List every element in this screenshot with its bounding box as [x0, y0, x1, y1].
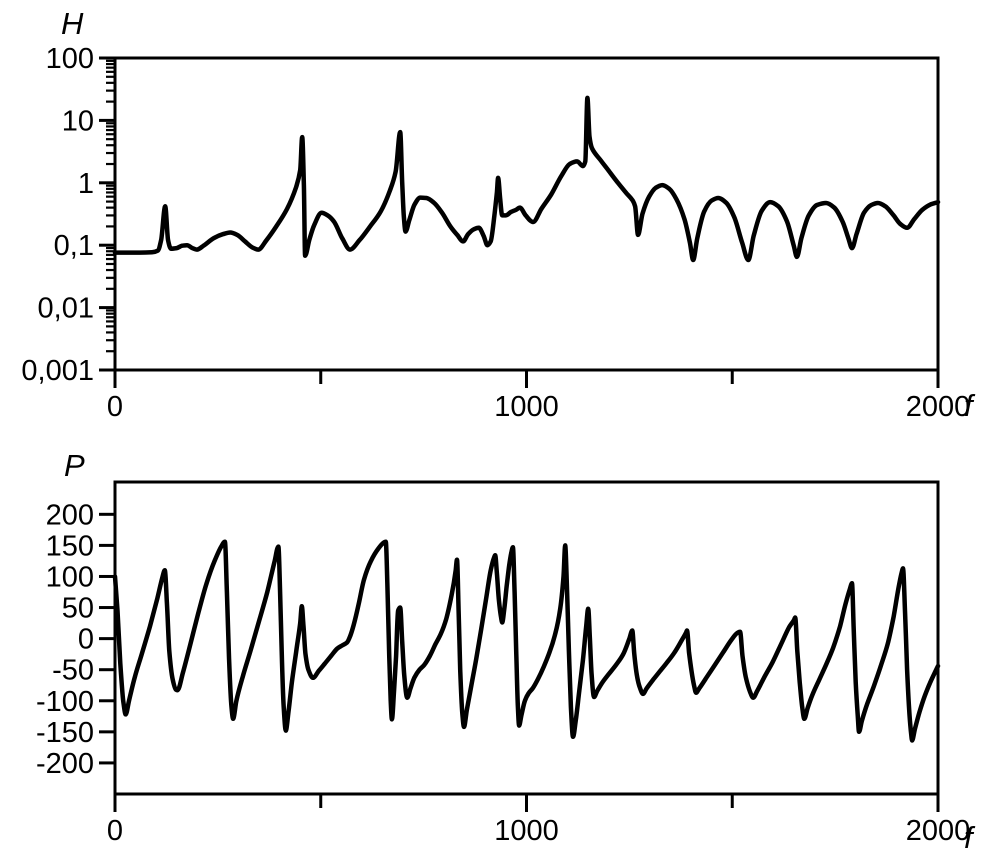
x-tick-label: 1000: [494, 391, 559, 423]
y-tick-label: -200: [36, 748, 94, 780]
f-axis-label-bottom: f: [964, 820, 973, 855]
y-tick-label: 200: [46, 499, 94, 531]
y-tick-label: 0: [78, 624, 94, 656]
y-tick-label: 1: [78, 168, 94, 200]
y-tick-label: -150: [36, 717, 94, 749]
x-tick-label: 1000: [494, 815, 559, 847]
y-tick-label: -50: [52, 655, 94, 687]
y-tick-label: -100: [36, 686, 94, 718]
h-axis-title: H: [61, 6, 84, 41]
y-tick-label: 0,001: [21, 355, 94, 387]
y-tick-label: 50: [62, 593, 94, 625]
y-tick-label: 0,01: [38, 293, 94, 325]
y-tick-label: 10: [62, 105, 94, 137]
f-axis-label-top: f: [964, 388, 973, 423]
y-tick-label: 100: [46, 43, 94, 75]
y-tick-label: 0,1: [54, 230, 94, 262]
y-tick-label: 100: [46, 561, 94, 593]
x-tick-label: 2000: [906, 815, 971, 847]
x-tick-label: 0: [107, 815, 123, 847]
y-tick-label: 150: [46, 530, 94, 562]
h-curve: [112, 95, 941, 263]
plot-frame: [113, 480, 940, 796]
x-tick-label: 0: [107, 391, 123, 423]
magnitude-response-plot: 100 10 1 0,1 0,01 0,001 0 1000 2000: [21, 43, 970, 423]
p-axis-title: P: [64, 448, 85, 483]
p-curve: [112, 539, 941, 743]
x-tick-label: 2000: [906, 391, 971, 423]
